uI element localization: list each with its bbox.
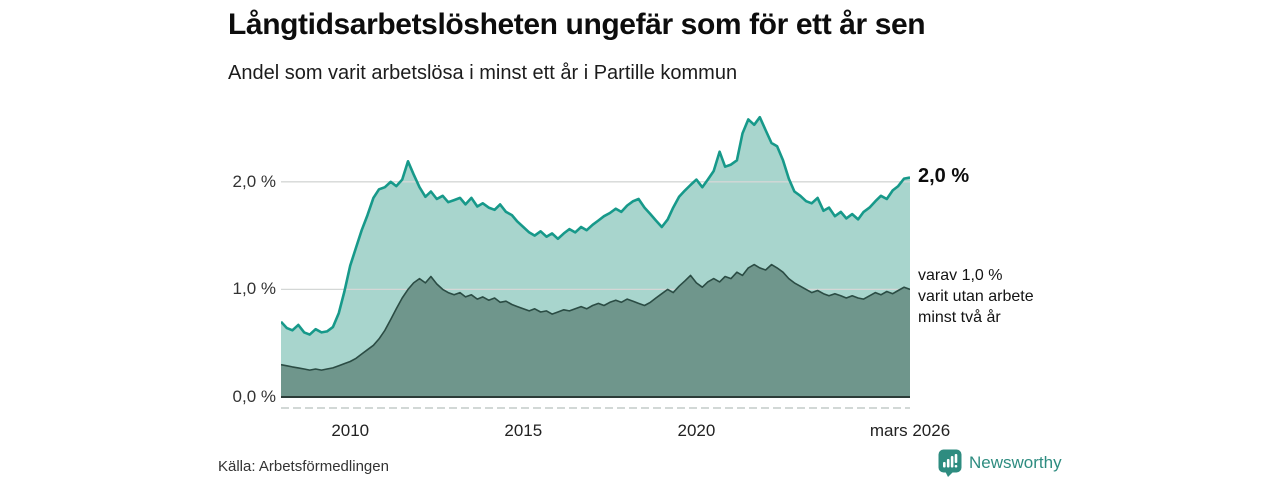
chart-title: Långtidsarbetslösheten ungefär som för e…: [228, 8, 926, 41]
series2-line: [281, 263, 910, 371]
series2-annotation-line3: minst två år: [918, 309, 1001, 326]
newsworthy-logo-icon: [938, 449, 962, 477]
y-tick-label: 2,0 %: [232, 171, 276, 191]
y-tick-label: 0,0 %: [232, 387, 276, 406]
x-tick-label: 2020: [677, 421, 716, 440]
x-tick-label: mars 2026: [869, 421, 951, 440]
exclamation-dot: [954, 465, 958, 468]
series1-end-value-label: 2,0 %: [918, 165, 970, 187]
x-tick-label: 2015: [504, 421, 543, 440]
series1-line: [281, 115, 910, 336]
chart-subtitle: Andel som varit arbetslösa i minst ett å…: [228, 62, 738, 84]
y-tick-label: 1,0 %: [232, 279, 276, 299]
exclamation-bar: [954, 454, 958, 463]
series2-annotation-line2: varit utan arbete: [918, 288, 1034, 305]
x-tick-label: 2010: [331, 421, 370, 440]
source-attribution: Källa: Arbetsförmedlingen: [218, 458, 389, 475]
newsworthy-brand-name: Newsworthy: [969, 453, 1062, 472]
series2-end-annotation: varav 1,0 % varit utan arbete minst två …: [918, 265, 1034, 328]
newsworthy-brand: Newsworthy: [938, 449, 1062, 477]
area-chart-plot: [281, 115, 910, 409]
series2-area: [281, 264, 910, 397]
series2-annotation-line1: varav 1,0 %: [918, 267, 1003, 284]
